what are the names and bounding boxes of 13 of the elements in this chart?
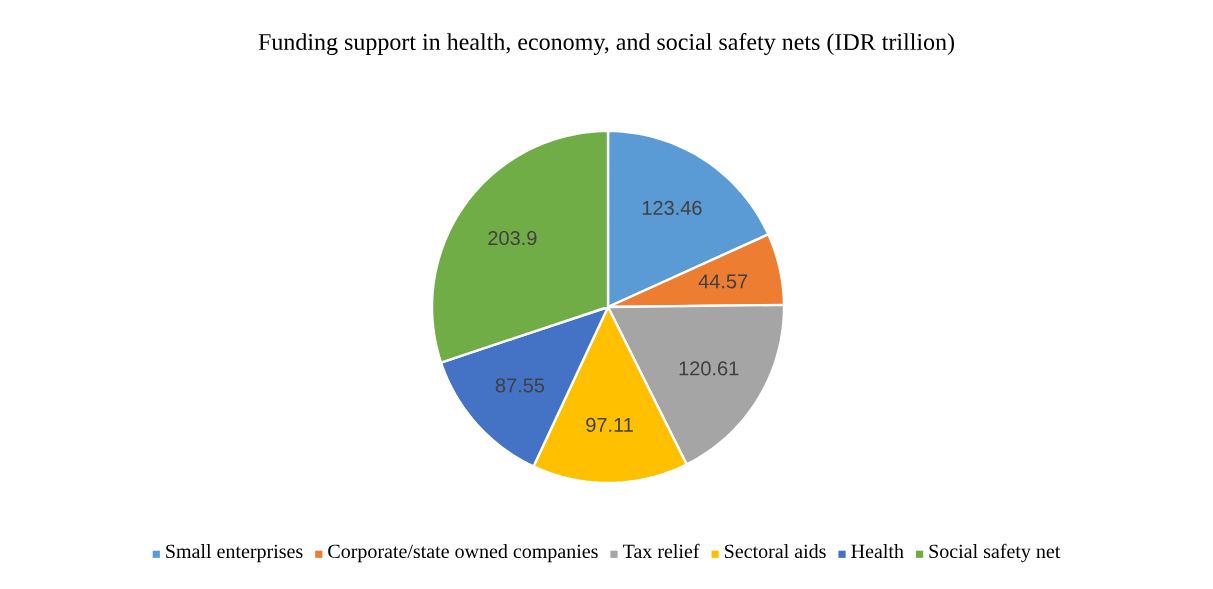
legend-label: Sectoral aids (725, 543, 826, 559)
chart-title: Funding support in health, economy, and social safety nets (IDR trillion) (258, 32, 955, 56)
data-label: 44.57 (698, 274, 748, 289)
data-label: 87.55 (495, 378, 545, 393)
data-label: 123.46 (642, 200, 702, 215)
legend-label: Health (851, 543, 904, 559)
legend-label: Corporate/state owned companies (328, 543, 598, 563)
legend-label: Small enterprises (166, 543, 303, 563)
data-label: 203.9 (488, 230, 537, 246)
data-label: 97.11 (586, 417, 633, 432)
data-label: 120.61 (679, 361, 739, 376)
legend-label: Social safety net (929, 543, 1061, 563)
legend-label: Tax relief (622, 543, 700, 559)
